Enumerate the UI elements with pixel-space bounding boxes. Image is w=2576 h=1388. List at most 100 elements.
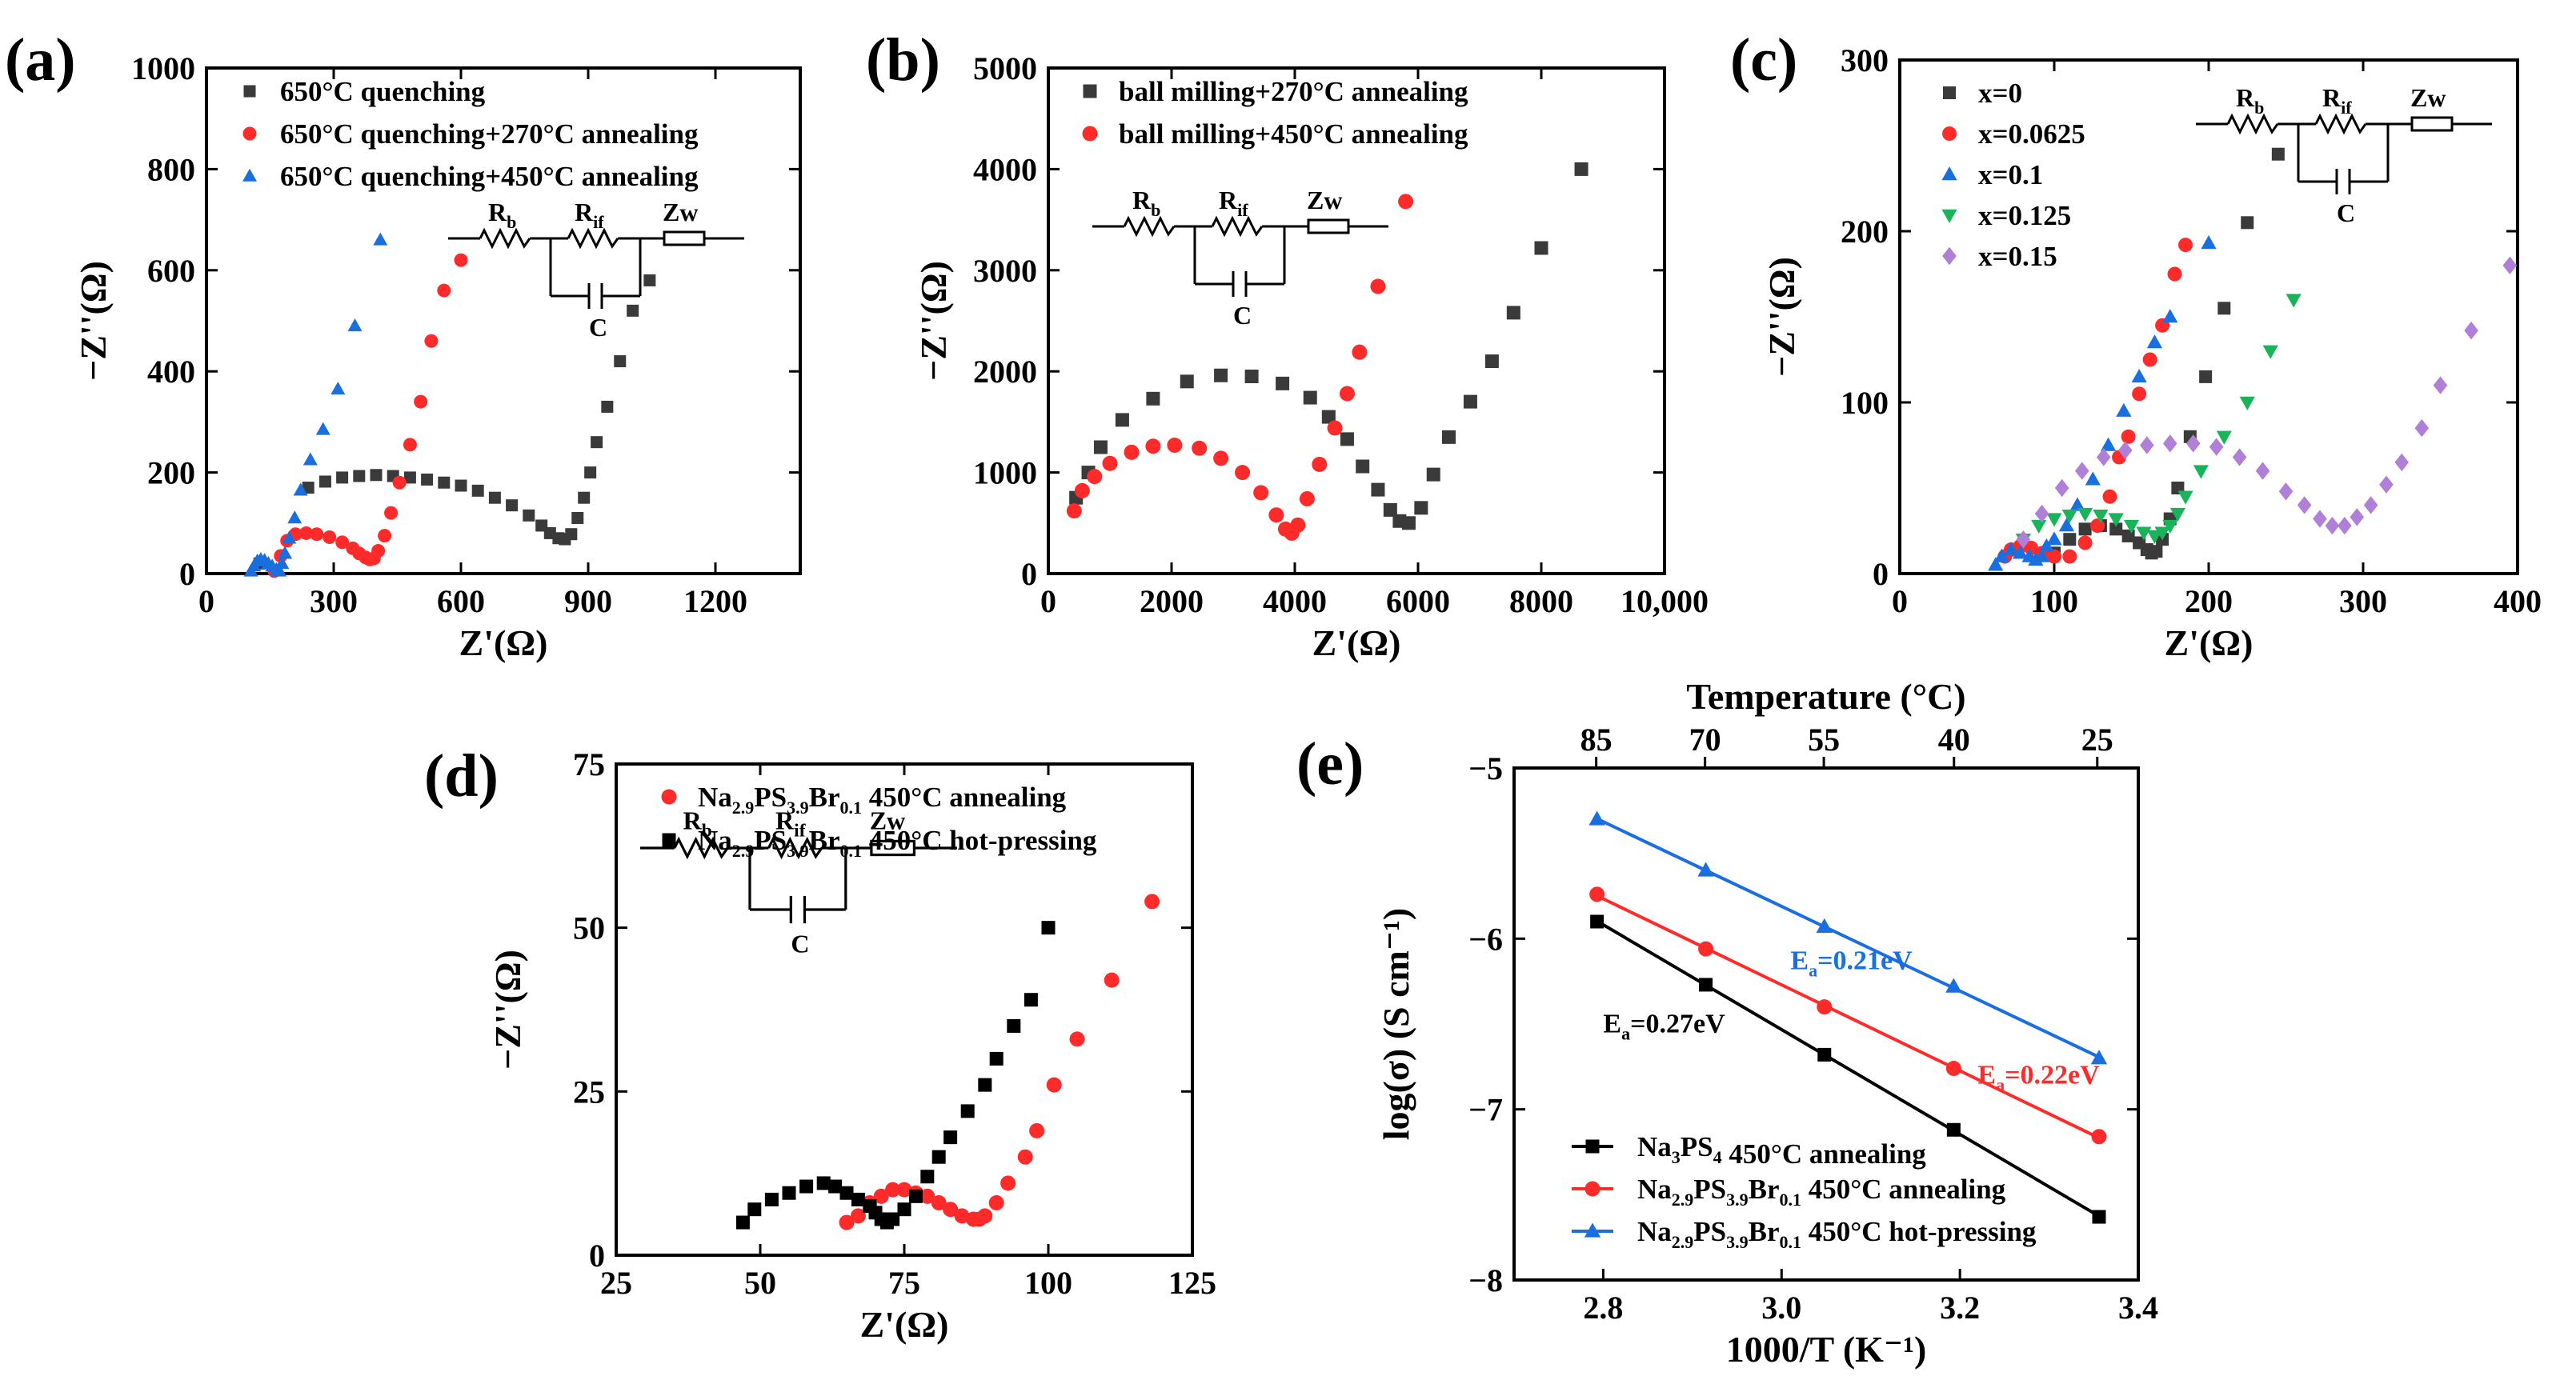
data-point	[584, 466, 597, 479]
y-axis-label: log(σ) (S cm⁻¹)	[1376, 908, 1416, 1140]
data-point	[2271, 147, 2285, 161]
data-point	[353, 470, 366, 482]
legend-marker	[243, 85, 256, 98]
data-point	[488, 491, 501, 504]
top-tick-label: 85	[1580, 722, 1613, 758]
legend-entry-1: x=0	[1978, 78, 2022, 109]
y-axis-label: −Z''(Ω)	[73, 261, 114, 381]
legend-entry-2: x=0.0625	[1978, 118, 2085, 150]
legend-entry-3: Na2.9PS3.9Br0.1 450°C hot-pressing	[1637, 1216, 2037, 1252]
data-point	[873, 1188, 889, 1204]
y-tick-label: 600	[147, 253, 195, 289]
data-point	[839, 1186, 854, 1200]
data-point	[2117, 441, 2133, 460]
data-point	[1244, 370, 1259, 384]
legend: Na3PS4 450°C annealing Na2.9PS3.9Br0.1 45…	[1572, 1131, 2037, 1252]
data-point	[943, 1202, 959, 1218]
data-point	[1000, 1175, 1016, 1191]
data-point	[1214, 368, 1228, 382]
data-point	[920, 1170, 935, 1184]
data-point	[1041, 921, 1056, 935]
data-point	[2162, 309, 2178, 323]
data-point	[2350, 508, 2365, 526]
data-point	[1356, 459, 1370, 474]
y-tick-label: −8	[1468, 1262, 1503, 1298]
data-point	[272, 563, 287, 577]
legend-marker	[1083, 84, 1097, 98]
top-tick-label: 25	[2081, 722, 2113, 758]
fit-line	[1596, 919, 2100, 1218]
data-point	[1146, 391, 1160, 406]
data-point	[2162, 434, 2177, 453]
chart-e: (e) 2.8 3.0 3.2 3.4 −8 −7 −6 −5 1000/T (K⁻¹) log(σ…	[1296, 676, 2158, 1370]
data-point	[2074, 462, 2089, 480]
data-point	[2092, 1210, 2106, 1224]
data-point	[571, 511, 584, 524]
data-point	[1192, 440, 1208, 456]
data-point	[2085, 471, 2101, 486]
y-tick-label: 100	[1841, 385, 1889, 421]
y-tick-label: 200	[147, 455, 195, 491]
x-tick-label: 400	[2494, 583, 2542, 619]
data-point	[764, 1192, 779, 1206]
data-point	[1699, 978, 1713, 992]
series-1	[2048, 147, 2285, 560]
data-point	[931, 1195, 947, 1211]
data-point	[2142, 352, 2157, 367]
data-point	[1213, 450, 1229, 466]
data-point	[2028, 551, 2044, 566]
data-point	[336, 471, 349, 484]
data-point	[1401, 516, 1416, 530]
data-point	[1414, 501, 1428, 515]
data-point	[2109, 522, 2123, 536]
activation-energy-label-2: Ea=0.22eV	[1977, 1061, 2100, 1095]
panel-b: (b) 0 2000 4000 6000 8000 10,000 0 1000 2000 3000 4…	[848, 0, 1713, 688]
data-point	[931, 1150, 946, 1164]
data-point	[2096, 448, 2111, 466]
y-axis-label: −Z''(Ω)	[1761, 257, 1802, 377]
legend-marker	[1942, 246, 1957, 266]
data-point	[565, 528, 578, 541]
data-point	[1993, 548, 2009, 562]
data-point	[2297, 496, 2312, 514]
data-point	[2058, 518, 2075, 532]
series-1	[839, 894, 1160, 1230]
data-point	[2255, 462, 2270, 480]
data-point	[2003, 542, 2019, 556]
x-tick-label: 2.8	[1583, 1290, 1623, 1326]
y-tick-label: 75	[573, 746, 605, 782]
data-point	[2077, 507, 2093, 522]
x-axis-label: 1000/T (K⁻¹)	[1726, 1329, 1927, 1370]
y-axis-label: −Z''(Ω)	[487, 950, 528, 1070]
data-point	[287, 510, 302, 524]
x-tick-label: 6000	[1386, 583, 1450, 619]
data-point	[2201, 235, 2217, 250]
data-point	[850, 1208, 866, 1224]
x-tick-label: 3.0	[1761, 1290, 1801, 1326]
data-point	[1697, 862, 1714, 877]
circuit-label-zw: Zw	[1307, 186, 1342, 214]
legend-entry-1: Na3PS4 450°C annealing	[1637, 1131, 1926, 1170]
chart-b: (b) 0 2000 4000 6000 8000 10,000 0 1000 2000 3000 4…	[866, 26, 1709, 663]
data-point	[2046, 513, 2062, 527]
data-point	[2102, 489, 2117, 504]
y-tick-label: 800	[147, 151, 195, 187]
data-point	[1946, 1122, 1961, 1137]
data-point	[2062, 549, 2077, 564]
top-tick-label: 40	[1938, 722, 1970, 758]
data-point	[2313, 510, 2327, 528]
circuit-label-c: C	[791, 930, 809, 958]
x-tick-label: 125	[1168, 1265, 1216, 1301]
data-point	[2178, 238, 2193, 253]
data-point	[331, 382, 346, 395]
panel-letter: (b)	[866, 26, 940, 94]
data-point	[347, 318, 363, 332]
data-point	[2502, 256, 2518, 274]
data-point	[302, 452, 318, 466]
y-tick-label: 200	[1841, 214, 1889, 250]
x-tick-label: 75	[888, 1265, 920, 1301]
data-point	[2061, 510, 2077, 524]
x-axis-label: Z'(Ω)	[2165, 622, 2253, 663]
circuit-label-rb: Rb	[488, 198, 516, 232]
y-tick-label: 0	[589, 1238, 605, 1274]
